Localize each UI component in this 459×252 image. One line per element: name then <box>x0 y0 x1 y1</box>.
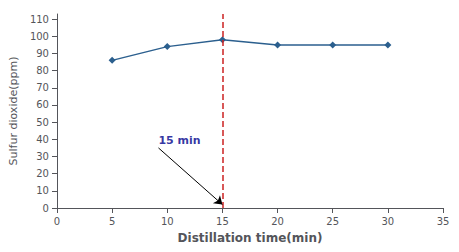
svg-text:30: 30 <box>36 151 49 162</box>
svg-text:0: 0 <box>54 216 60 227</box>
svg-text:25: 25 <box>326 216 339 227</box>
svg-text:30: 30 <box>381 216 394 227</box>
svg-text:Sulfur dioxide(ppm): Sulfur dioxide(ppm) <box>7 57 20 166</box>
svg-text:80: 80 <box>36 65 49 76</box>
svg-text:10: 10 <box>161 216 174 227</box>
svg-text:50: 50 <box>36 117 49 128</box>
svg-text:20: 20 <box>271 216 284 227</box>
svg-text:110: 110 <box>30 14 49 25</box>
svg-text:15: 15 <box>216 216 229 227</box>
svg-text:0: 0 <box>43 203 49 214</box>
svg-text:40: 40 <box>36 134 49 145</box>
svg-text:90: 90 <box>36 48 49 59</box>
svg-text:35: 35 <box>437 216 450 227</box>
svg-text:15 min: 15 min <box>158 134 200 147</box>
svg-text:5: 5 <box>109 216 115 227</box>
svg-text:60: 60 <box>36 99 49 110</box>
svg-text:20: 20 <box>36 168 49 179</box>
svg-text:Distillation time(min): Distillation time(min) <box>178 231 323 245</box>
svg-text:10: 10 <box>36 185 49 196</box>
svg-text:70: 70 <box>36 82 49 93</box>
svg-text:100: 100 <box>30 31 49 42</box>
